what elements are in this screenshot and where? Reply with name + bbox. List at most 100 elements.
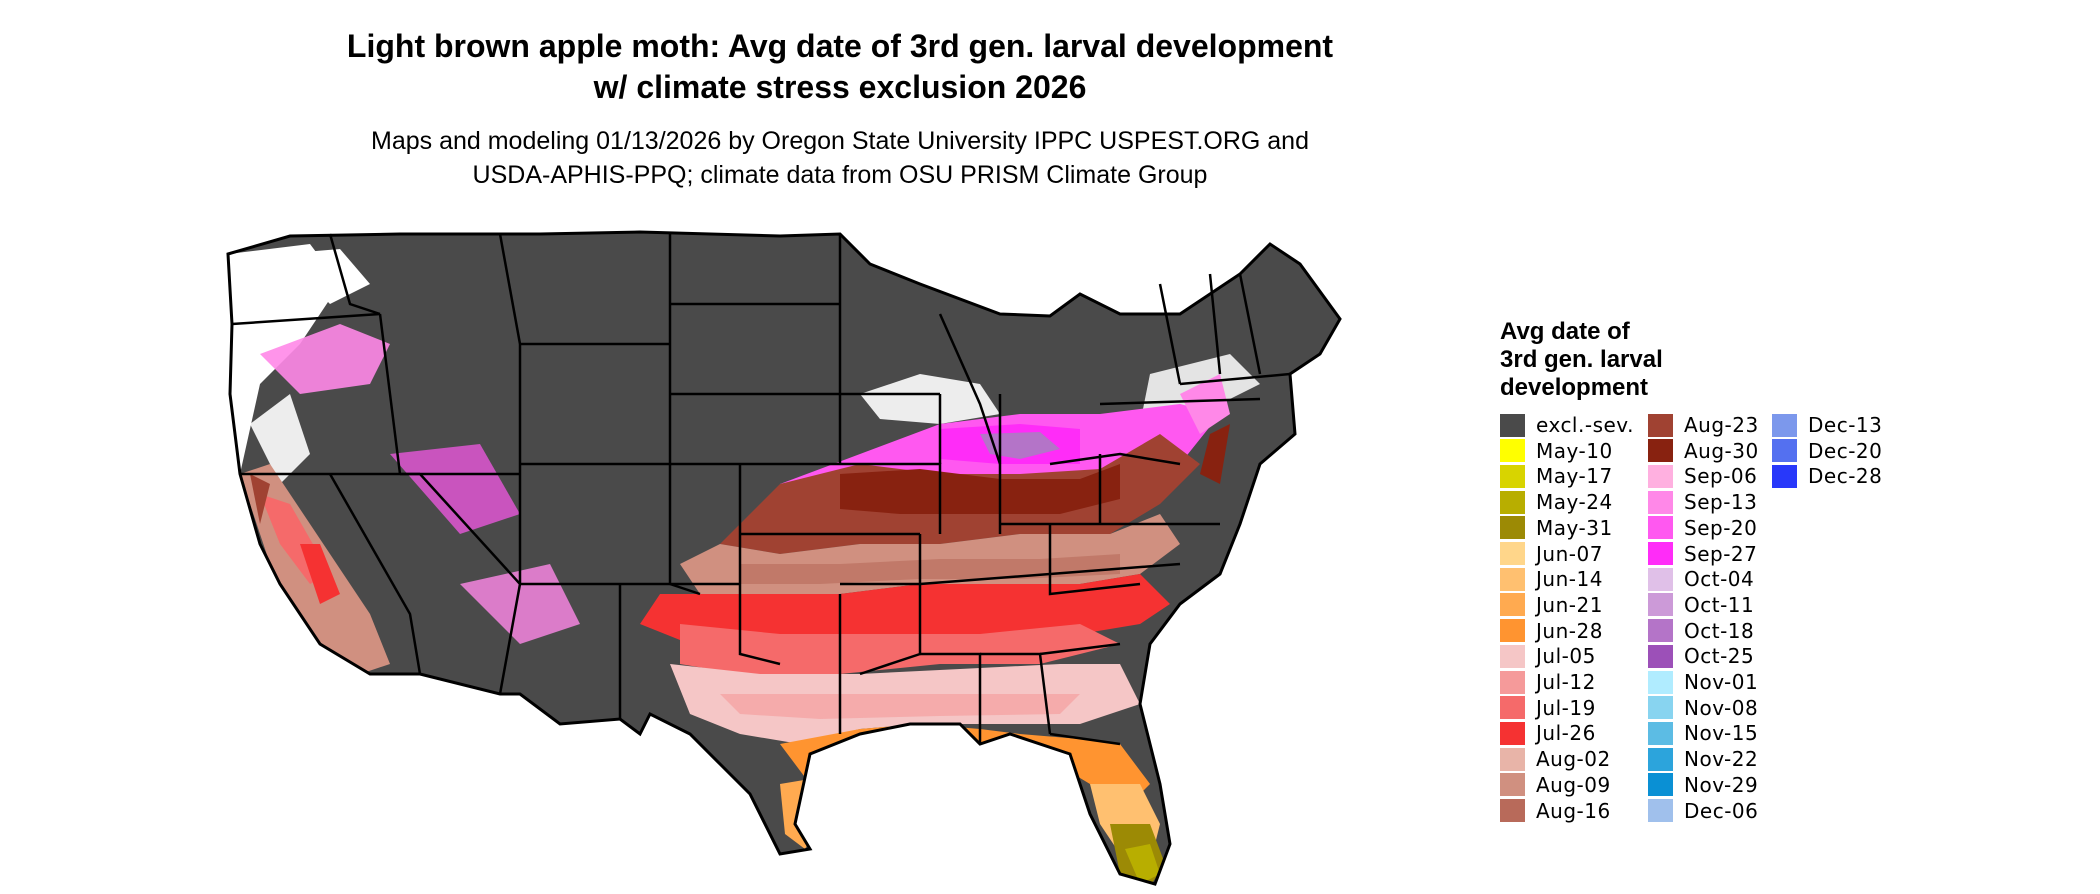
legend-item: May-24 xyxy=(1500,489,1613,515)
legend-label: Jun-28 xyxy=(1536,618,1603,643)
legend-label: Aug-16 xyxy=(1536,798,1611,823)
legend-swatch xyxy=(1648,747,1673,771)
legend-swatch xyxy=(1648,567,1673,591)
legend-title-line-1: Avg date of xyxy=(1500,318,1630,345)
legend-item: May-31 xyxy=(1500,515,1613,541)
legend-swatch xyxy=(1648,799,1673,822)
legend-label: May-24 xyxy=(1536,490,1613,515)
legend-swatch xyxy=(1772,464,1797,488)
legend-swatch xyxy=(1500,747,1525,771)
legend-swatch xyxy=(1648,542,1673,565)
legend-swatch xyxy=(1500,516,1525,540)
legend-item: Sep-20 xyxy=(1648,515,1757,541)
legend-item: Nov-29 xyxy=(1648,772,1758,798)
legend-item: Jun-14 xyxy=(1500,566,1603,592)
legend-label: Aug-30 xyxy=(1684,438,1759,463)
legend-swatch xyxy=(1648,773,1673,797)
legend-label: Jun-21 xyxy=(1536,592,1603,617)
legend-label: Aug-09 xyxy=(1536,772,1611,797)
legend-label: Nov-01 xyxy=(1684,670,1759,694)
legend-label: May-17 xyxy=(1536,464,1613,489)
legend-swatch xyxy=(1500,490,1525,514)
legend-item: excl.-sev. xyxy=(1500,412,1634,438)
legend-label: May-31 xyxy=(1536,515,1613,540)
legend-swatch xyxy=(1500,721,1525,745)
legend-item: Nov-08 xyxy=(1648,695,1758,721)
legend-item: Sep-27 xyxy=(1648,541,1757,567)
legend-item: Oct-04 xyxy=(1648,566,1754,592)
legend-swatch xyxy=(1500,644,1525,668)
legend-title-line-3: development xyxy=(1500,374,1649,401)
legend-item: Dec-28 xyxy=(1772,463,1882,489)
legend-swatch xyxy=(1648,516,1673,540)
legend-title-line-2: 3rd gen. larval xyxy=(1500,346,1663,373)
legend-label: Jul-26 xyxy=(1536,721,1596,746)
legend-label: Sep-20 xyxy=(1684,515,1758,540)
legend-item: Jul-26 xyxy=(1500,720,1596,746)
map-title: Light brown apple moth: Avg date of 3rd … xyxy=(160,26,1520,108)
legend-label: Nov-29 xyxy=(1684,772,1759,797)
legend-swatch xyxy=(1648,644,1673,668)
legend-item: Jun-28 xyxy=(1500,618,1603,644)
map-subtitle: Maps and modeling 01/13/2026 by Oregon S… xyxy=(160,124,1520,192)
title-line-1: Light brown apple moth: Avg date of 3rd … xyxy=(346,28,1334,64)
legend-item: Oct-11 xyxy=(1648,592,1754,618)
legend-swatch xyxy=(1648,696,1673,720)
title-line-2: w/ climate stress exclusion 2026 xyxy=(593,69,1087,105)
legend-swatch xyxy=(1500,799,1525,822)
legend-item: Aug-30 xyxy=(1648,438,1759,464)
legend-item: Oct-18 xyxy=(1648,618,1754,644)
subtitle-line-2: USDA-APHIS-PPQ; climate data from OSU PR… xyxy=(472,161,1208,189)
subtitle-line-1: Maps and modeling 01/13/2026 by Oregon S… xyxy=(371,127,1309,155)
legend-label: Oct-25 xyxy=(1684,644,1755,669)
legend-label: May-10 xyxy=(1536,438,1613,463)
legend-item: Nov-01 xyxy=(1648,669,1758,695)
legend-item: Nov-15 xyxy=(1648,720,1758,746)
legend-item: Jul-12 xyxy=(1500,669,1596,695)
legend-label: Nov-15 xyxy=(1684,721,1759,746)
legend-label: Dec-28 xyxy=(1808,464,1883,489)
legend-swatch xyxy=(1648,619,1673,643)
legend-item: Aug-09 xyxy=(1500,772,1611,798)
legend-label: Nov-22 xyxy=(1684,747,1759,772)
legend-swatch xyxy=(1648,670,1673,694)
legend-item: Jun-07 xyxy=(1500,541,1603,567)
legend-item: Dec-20 xyxy=(1772,438,1882,464)
legend-label: Dec-20 xyxy=(1808,438,1883,463)
legend-label: Oct-18 xyxy=(1684,618,1755,643)
legend-swatch xyxy=(1500,670,1525,694)
legend-swatch xyxy=(1648,593,1673,617)
legend-item: Dec-13 xyxy=(1772,412,1882,438)
legend-label: Dec-06 xyxy=(1684,798,1759,823)
legend-label: Jun-07 xyxy=(1536,541,1603,566)
legend-item: May-10 xyxy=(1500,438,1613,464)
legend-label: Oct-11 xyxy=(1684,592,1755,617)
legend-swatch xyxy=(1772,413,1797,437)
legend-swatch xyxy=(1500,696,1525,720)
legend-label: Jul-12 xyxy=(1536,670,1596,694)
legend-swatch xyxy=(1772,439,1797,463)
legend-swatch xyxy=(1648,413,1673,437)
state-borders xyxy=(231,233,1291,746)
legend-label: Sep-27 xyxy=(1684,541,1758,566)
legend-swatch xyxy=(1500,542,1525,565)
legend-title: Avg date of 3rd gen. larval development xyxy=(1500,318,1663,402)
legend-label: Jun-14 xyxy=(1536,567,1603,592)
legend-item: Aug-23 xyxy=(1648,412,1759,438)
legend-item: Sep-13 xyxy=(1648,489,1757,515)
legend-item: Aug-16 xyxy=(1500,798,1611,824)
legend-item: Nov-22 xyxy=(1648,746,1758,772)
legend-swatch xyxy=(1500,773,1525,797)
legend-swatch xyxy=(1500,413,1525,437)
legend-item: Jul-05 xyxy=(1500,643,1596,669)
legend-swatch xyxy=(1500,593,1525,617)
legend-swatch xyxy=(1500,439,1525,463)
legend-label: Oct-04 xyxy=(1684,567,1755,592)
legend-item: Jun-21 xyxy=(1500,592,1603,618)
legend-item: Jul-19 xyxy=(1500,695,1596,721)
legend-label: excl.-sev. xyxy=(1536,413,1634,437)
legend-label: Nov-08 xyxy=(1684,695,1759,720)
legend-item: Sep-06 xyxy=(1648,463,1757,489)
legend-swatch xyxy=(1648,721,1673,745)
legend-swatch xyxy=(1500,464,1525,488)
